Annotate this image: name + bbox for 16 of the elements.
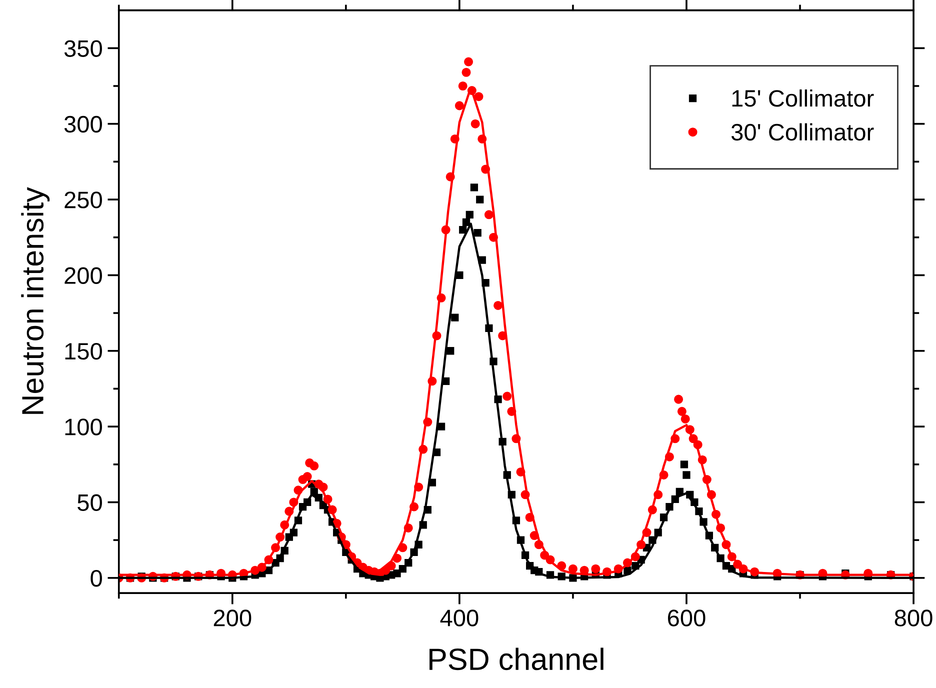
y-tick-label: 150 <box>65 342 102 360</box>
y-tick-label: 250 <box>64 192 102 208</box>
x-tick-label: 600 <box>668 610 706 626</box>
y-axis-title: Neutron intensity <box>21 187 50 414</box>
y-tick-label: 350 <box>64 40 102 57</box>
x-tick-label: 200 <box>214 610 252 626</box>
legend-label: 15' Collimator <box>732 89 874 107</box>
y-tick-label: 100 <box>65 418 102 436</box>
y-tick-label: 200 <box>64 267 102 284</box>
y-tick-label: 300 <box>64 116 102 133</box>
legend-label: 30' Collimator <box>731 123 874 141</box>
x-axis-title: PSD channel <box>430 648 604 670</box>
x-tick-label: 800 <box>894 610 932 626</box>
x-tick-label: 400 <box>440 610 478 626</box>
y-tick-label: 50 <box>78 494 102 512</box>
y-tick-label: 0 <box>90 570 102 587</box>
